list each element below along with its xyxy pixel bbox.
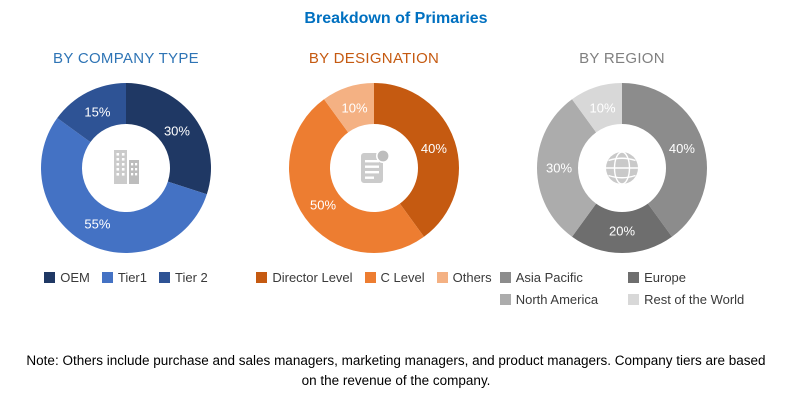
legend-item-oem: OEM	[44, 270, 90, 285]
donut-segment-c-level	[289, 99, 424, 253]
chart-heading: BY DESIGNATION	[308, 50, 440, 67]
donut-segment-tier-2	[57, 83, 127, 143]
legend-label: OEM	[60, 270, 90, 285]
legend-label: Asia Pacific	[515, 270, 583, 285]
legend-swatch	[436, 272, 448, 283]
donut-segment-oem	[126, 83, 211, 195]
chart-by-company-type: BY COMPANY TYPE 30% 55% 15% OEM Tier1 Tier 2	[2, 50, 250, 309]
segment-value-label: 15%	[84, 104, 110, 119]
legend-label: Rest of the World	[644, 292, 745, 307]
legend-item-north-america: North America	[499, 292, 599, 307]
legend-label: Others	[452, 270, 492, 285]
legend-swatch	[628, 294, 640, 305]
legend-label: North America	[515, 292, 599, 307]
segment-value-label: 20%	[609, 224, 635, 239]
chart-by-region: BY REGION 40% 20% 30% 10% Asia Pacific Europe…	[498, 50, 746, 309]
legend-item-director-level: Director Level	[256, 270, 353, 285]
legend-label: C Level	[380, 270, 425, 285]
legend: OEM Tier1 Tier 2	[38, 268, 214, 287]
donut-chart: 40% 50% 10%	[279, 73, 469, 263]
legend-item-europe: Europe	[628, 270, 744, 285]
segment-value-label: 40%	[669, 141, 695, 156]
legend-label: Tier 2	[175, 270, 208, 285]
legend-swatch	[499, 294, 511, 305]
legend-item-others: Others	[436, 270, 492, 285]
donut-segment-asia-pacific	[622, 83, 707, 237]
chart-by-designation: BY DESIGNATION 40% 50% 10% Director Level C …	[250, 50, 498, 309]
legend-item-tier-2: Tier 2	[159, 270, 208, 285]
segment-value-label: 30%	[164, 123, 190, 138]
donut-segment-director-level	[374, 83, 459, 237]
segment-value-label: 10%	[590, 101, 616, 116]
legend-swatch	[256, 272, 268, 283]
breakdown-of-primaries-figure: Breakdown of Primaries BY COMPANY TYPE 30…	[0, 10, 792, 389]
legend-swatch	[44, 272, 56, 283]
legend-swatch	[159, 272, 170, 283]
legend: Director Level C Level Others	[250, 268, 497, 287]
donut-segment-north-america	[537, 99, 597, 237]
donut-chart: 30% 55% 15%	[31, 73, 221, 263]
segment-value-label: 55%	[84, 217, 110, 232]
legend-item-rest-of-the-world: Rest of the World	[628, 292, 744, 307]
segment-value-label: 40%	[421, 141, 447, 156]
legend: Asia Pacific Europe North America Rest of t…	[494, 268, 751, 309]
segment-value-label: 30%	[546, 161, 572, 176]
chart-heading: BY REGION	[579, 50, 665, 67]
donut-segment-others	[324, 83, 374, 133]
legend-label: Tier1	[117, 270, 147, 285]
donut-chart: 40% 20% 30% 10%	[527, 73, 717, 263]
donut-segment-europe	[572, 203, 672, 254]
legend-label: Europe	[644, 270, 687, 285]
donut-segment-rest-of-the-world	[572, 83, 622, 133]
segment-value-label: 50%	[310, 198, 336, 213]
legend-label: Director Level	[272, 270, 353, 285]
segment-value-label: 10%	[342, 101, 368, 116]
note-text: Note: Others include purchase and sales …	[26, 353, 766, 389]
legend-swatch	[101, 272, 113, 283]
legend-swatch	[499, 272, 511, 283]
legend-item-asia-pacific: Asia Pacific	[499, 270, 598, 285]
legend-item-tier1: Tier1	[101, 270, 147, 285]
legend-swatch	[364, 272, 376, 283]
figure-title: Breakdown of Primaries	[304, 10, 488, 27]
chart-heading: BY COMPANY TYPE	[53, 50, 199, 67]
legend-swatch	[628, 272, 640, 283]
legend-item-c-level: C Level	[364, 270, 425, 285]
donut-segment-tier1	[41, 118, 207, 254]
